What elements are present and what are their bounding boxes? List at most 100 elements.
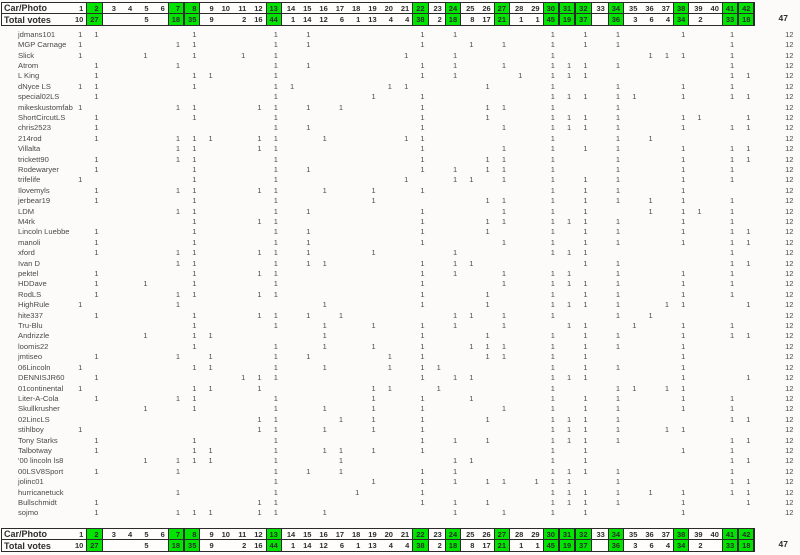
vote-cell: 1 [615, 487, 621, 497]
vote-cell: 1 [583, 373, 588, 383]
vote-cell: 1 [420, 258, 425, 268]
voter-name: Lincoln Luebbe [18, 227, 70, 237]
vote-cell: 1 [322, 404, 327, 414]
column-total-cell: 38 [412, 540, 429, 551]
vote-cell: 1 [550, 237, 555, 247]
vote-cell: 1 [387, 352, 392, 362]
voter-name: Andrizzle [18, 331, 50, 341]
vote-cell: 1 [550, 414, 555, 424]
voter-row: jmtiseo 1 1 1 1 1 1 1 1 1 1 1 1 12 [1, 352, 799, 362]
vote-cell: 1 [567, 487, 572, 497]
vote-cell: 1 [306, 237, 311, 247]
vote-cell: 1 [664, 425, 669, 435]
column-header-cell: 19 [368, 3, 377, 13]
column-header-cell: 35 [629, 3, 638, 13]
vote-cell: 1 [143, 331, 148, 341]
column-total-cell: 4 [388, 15, 393, 24]
vote-cell: 1 [681, 508, 686, 518]
vote-cell: 1 [550, 50, 555, 60]
vote-cell: 1 [583, 227, 588, 237]
vote-cell: 1 [583, 362, 588, 372]
vote-cell: 1 [730, 477, 735, 487]
vote-cell: 1 [485, 435, 490, 445]
voter-row: Ivan D 1 1 1 1 1 1 1 1 1 1 1 1 12 [1, 258, 799, 268]
column-total-cell: 14 [303, 541, 312, 550]
column-total-cell: 45 [542, 14, 559, 25]
column-total-cell: 1 [356, 15, 361, 24]
vote-cell: 1 [94, 60, 99, 70]
vote-cell: 1 [273, 279, 278, 289]
column-total-cell: 18 [167, 540, 185, 551]
vote-cell: 1 [94, 435, 99, 445]
vote-cell: 1 [615, 40, 621, 50]
vote-cell: 1 [615, 258, 621, 268]
vote-cell: 1 [746, 300, 751, 310]
vote-cell: 1 [550, 164, 555, 174]
voter-total: 12 [785, 60, 794, 70]
column-total-cell: 5 [144, 15, 149, 24]
vote-cell: 1 [615, 331, 621, 341]
vote-cell: 1 [78, 102, 83, 112]
vote-cell: 1 [567, 466, 572, 476]
vote-cell: 1 [485, 497, 490, 507]
vote-cell: 1 [306, 123, 311, 133]
vote-cell: 1 [94, 81, 99, 91]
vote-cell: 1 [730, 331, 735, 341]
voter-name: Tony Starks [18, 435, 58, 445]
voter-name: HDDave [18, 279, 47, 289]
vote-cell: 1 [273, 50, 278, 60]
voter-total: 12 [785, 393, 794, 403]
voter-total: 12 [785, 40, 794, 50]
voter-total: 12 [785, 185, 794, 195]
vote-cell: 1 [550, 92, 555, 102]
vote-cell: 1 [615, 300, 621, 310]
vote-cell: 1 [94, 269, 99, 279]
column-total-cell [119, 14, 135, 25]
voter-total: 12 [785, 217, 794, 227]
vote-cell: 1 [175, 258, 181, 268]
vote-cell: 1 [78, 300, 83, 310]
voter-name: 214rod [18, 133, 42, 143]
vote-cell: 1 [420, 92, 425, 102]
voter-name: dNyce LS [18, 81, 51, 91]
vote-cell: 1 [257, 248, 262, 258]
vote-cell: 1 [681, 445, 686, 455]
voter-row: Slick 1 1 1 1 1 1 1 1 1 1 1 1 12 [1, 50, 799, 60]
column-total-cell: 1 [290, 15, 296, 24]
voter-total: 12 [785, 50, 794, 60]
vote-cell: 1 [192, 71, 197, 81]
vote-cell: 1 [306, 60, 311, 70]
vote-cell: 1 [485, 414, 490, 424]
voter-name: Ivan D [18, 258, 40, 268]
vote-cell: 1 [273, 248, 278, 258]
vote-cell: 1 [730, 466, 735, 476]
vote-cell: 1 [550, 112, 555, 122]
vote-cell: 1 [175, 154, 181, 164]
vote-cell: 1 [746, 435, 751, 445]
vote-cell: 1 [273, 196, 278, 206]
voter-total: 12 [785, 456, 794, 466]
voter-name: '00 lincoln ls8 [18, 456, 64, 466]
column-total-cell: 36 [607, 14, 625, 25]
vote-cell: 1 [485, 300, 490, 310]
vote-cell: 1 [387, 362, 392, 372]
vote-cell: 1 [583, 425, 588, 435]
vote-cell: 1 [730, 81, 735, 91]
header-row-car-photo: Car/Photo 1 2 3 4 5 6 7 8 9 10 11 12 13 14 15 16 17 18 19 20… [1, 528, 755, 540]
voter-row: Skullkrusher 1 1 1 1 1 1 1 1 1 1 1 1 12 [1, 404, 799, 414]
vote-cell: 1 [567, 269, 572, 279]
vote-cell: 1 [550, 248, 555, 258]
column-header-cell: 28 [514, 529, 524, 539]
column-header-cell: 5 [144, 529, 149, 539]
vote-cell: 1 [730, 144, 735, 154]
vote-cell: 1 [681, 227, 686, 237]
vote-cell: 1 [420, 29, 425, 39]
column-total-cell: 21 [493, 540, 511, 551]
vote-cell: 1 [175, 40, 181, 50]
vote-cell: 1 [192, 258, 197, 268]
column-total-cell: 13 [368, 15, 377, 24]
vote-cell: 1 [550, 81, 555, 91]
column-header-cell: 17 [335, 529, 345, 539]
voter-total: 12 [785, 123, 794, 133]
vote-cell: 1 [273, 445, 278, 455]
